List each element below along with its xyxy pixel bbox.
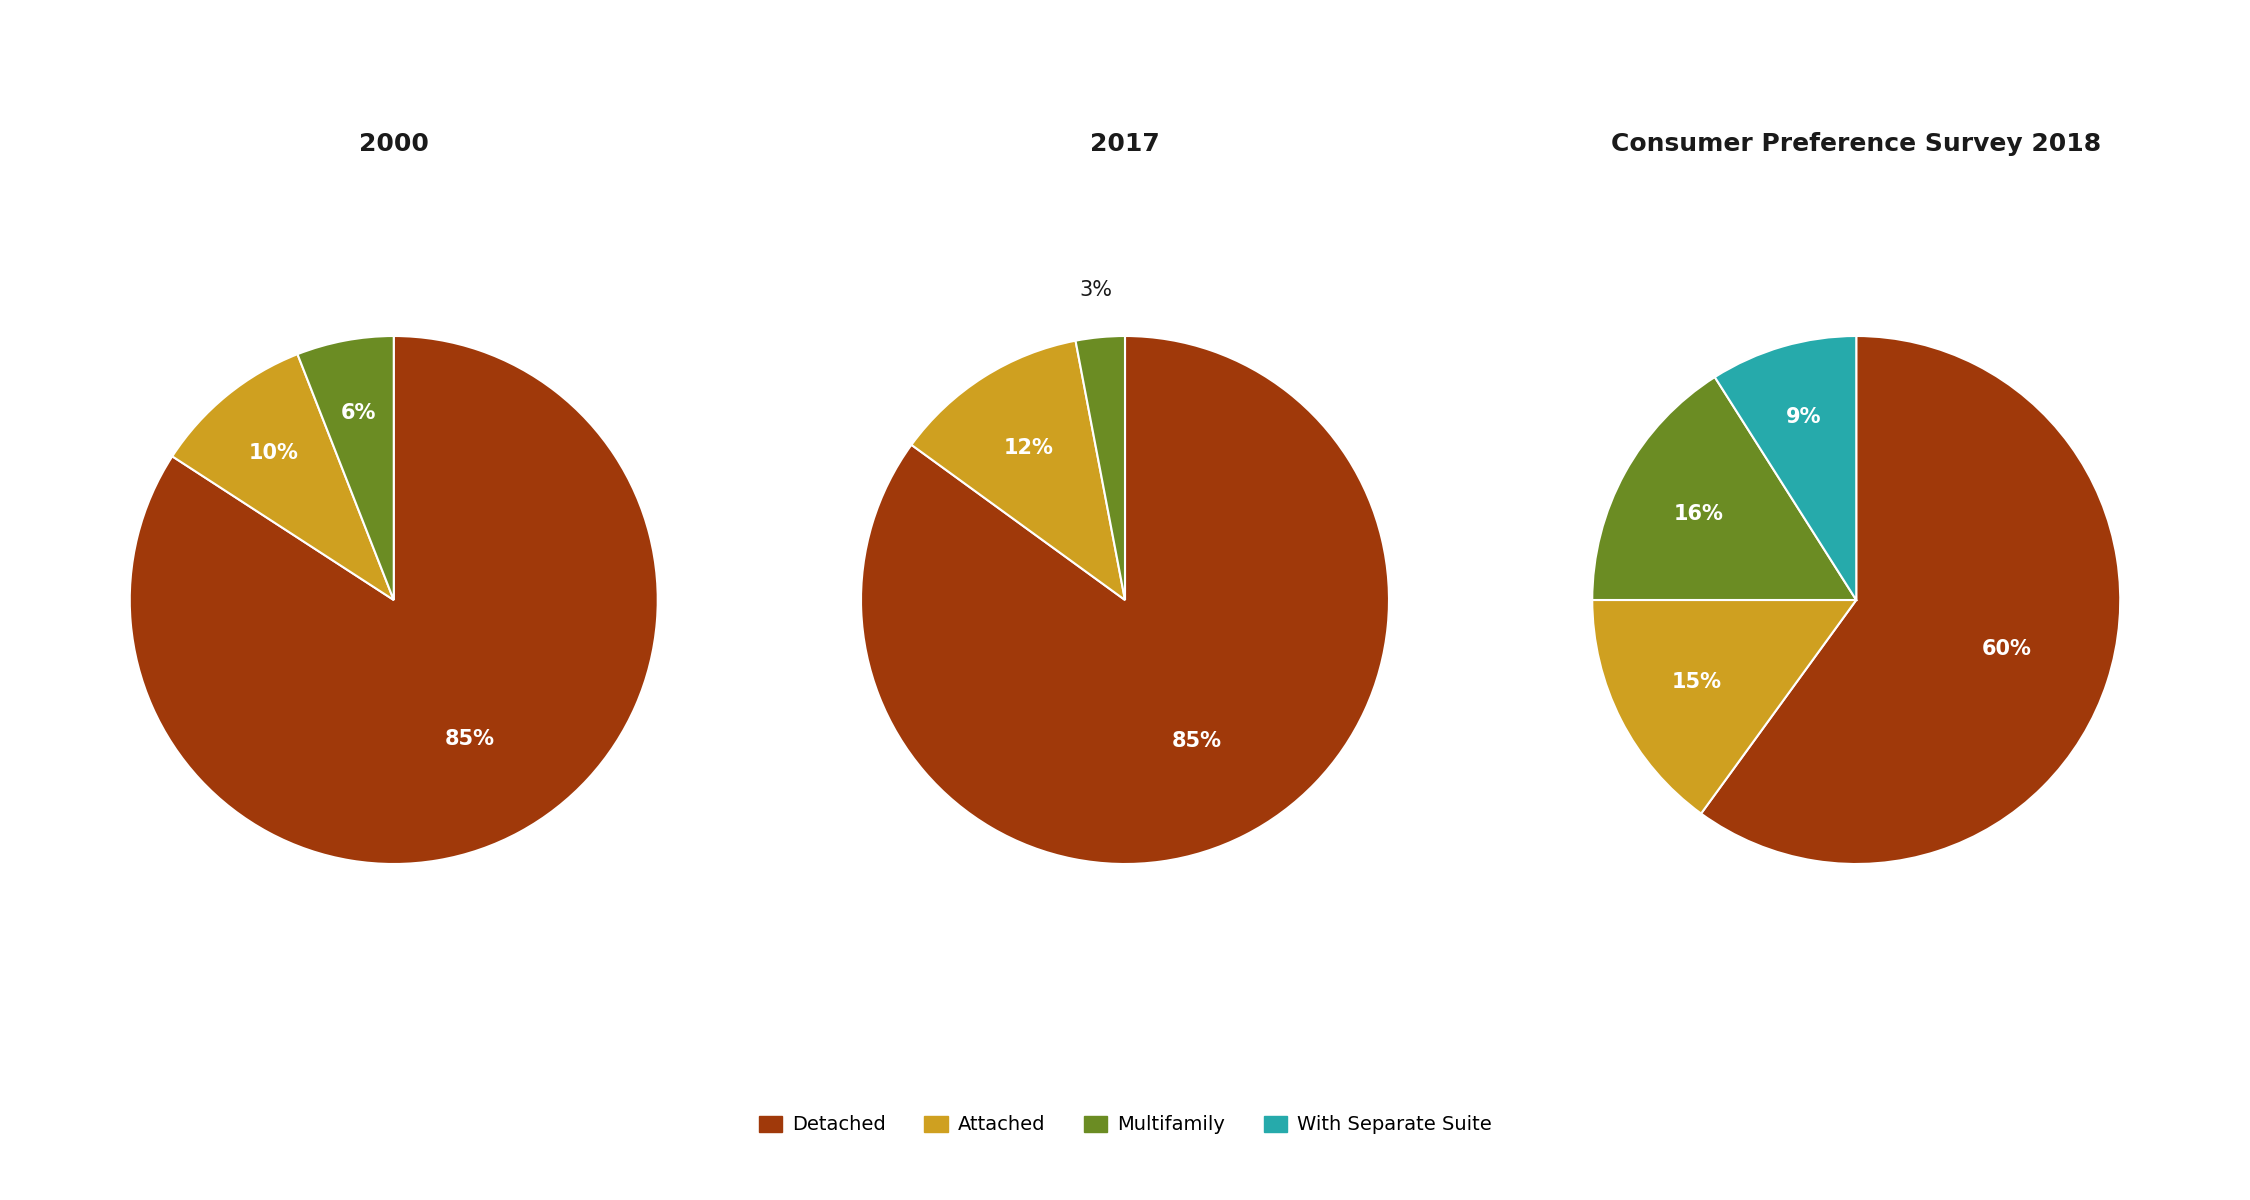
Text: 9%: 9% [1786,408,1820,427]
Wedge shape [1701,336,2120,864]
Wedge shape [173,354,394,600]
Text: 85%: 85% [1172,731,1222,751]
Text: 2000: 2000 [358,132,430,156]
Text: 3%: 3% [1080,280,1112,300]
Wedge shape [297,336,394,600]
Text: Consumer Preference Survey 2018: Consumer Preference Survey 2018 [1611,132,2102,156]
Wedge shape [1076,336,1125,600]
Legend: Detached, Attached, Multifamily, With Separate Suite: Detached, Attached, Multifamily, With Se… [752,1108,1498,1142]
Wedge shape [862,336,1388,864]
Text: 85%: 85% [443,730,495,749]
Wedge shape [1593,377,1856,600]
Text: 6%: 6% [340,403,376,424]
Text: 2017: 2017 [1091,132,1161,156]
Text: 10%: 10% [250,443,299,463]
Text: 60%: 60% [1982,638,2032,659]
Wedge shape [1593,600,1856,814]
Text: 12%: 12% [1004,438,1053,458]
Wedge shape [911,341,1125,600]
Wedge shape [130,336,657,864]
Text: 15%: 15% [1672,672,1721,691]
Wedge shape [1714,336,1856,600]
Text: 16%: 16% [1674,504,1724,523]
